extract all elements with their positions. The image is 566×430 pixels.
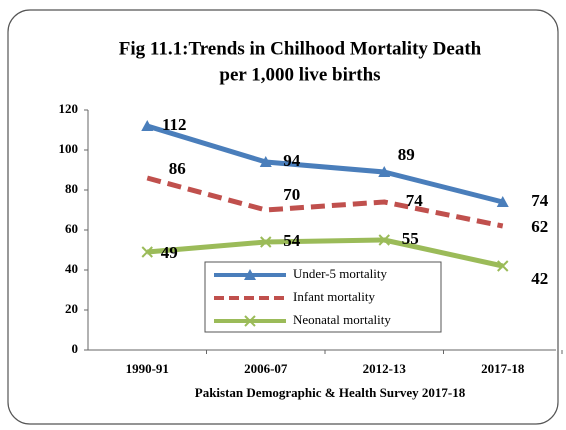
series-line [147, 237, 504, 269]
marker [260, 236, 272, 248]
data-label: 54 [283, 231, 301, 250]
data-label: 112 [162, 115, 187, 134]
legend-label: Neonatal mortality [293, 312, 391, 327]
data-label: 86 [169, 159, 186, 178]
marker [259, 156, 272, 167]
data-label: 62 [531, 217, 548, 236]
marker [141, 120, 154, 131]
marker [496, 196, 509, 207]
y-tick-label: 20 [65, 301, 78, 316]
y-tick-label: 120 [59, 101, 79, 116]
data-label: 89 [398, 145, 415, 164]
data-label: 55 [402, 229, 419, 248]
y-tick-label: 100 [59, 141, 79, 156]
y-tick-label: 80 [65, 181, 78, 196]
legend-label: Under-5 mortality [293, 266, 387, 281]
series-line [146, 175, 504, 229]
marker [378, 166, 391, 177]
data-label: 70 [283, 185, 300, 204]
x-tick-label: 2017-18 [481, 361, 525, 376]
y-tick-label: 60 [65, 221, 78, 236]
data-label: 94 [283, 151, 301, 170]
x-tick-label: 2006-07 [244, 361, 288, 376]
x-axis-label: Pakistan Demographic & Health Survey 201… [195, 385, 466, 400]
data-label: 49 [161, 243, 178, 262]
data-label: 74 [531, 191, 549, 210]
marker [141, 246, 153, 258]
y-tick-label: 0 [72, 341, 79, 356]
x-tick-label: 1990-91 [126, 361, 169, 376]
chart-subtitle: per 1,000 live births [219, 64, 380, 85]
legend-label: Infant mortality [293, 289, 375, 304]
marker [497, 260, 509, 272]
data-label: 42 [531, 269, 548, 288]
series-line [146, 123, 504, 205]
data-label: 74 [406, 191, 424, 210]
y-tick-label: 40 [65, 261, 78, 276]
marker [244, 269, 256, 280]
x-tick-label: 2012-13 [363, 361, 407, 376]
chart-title: Fig 11.1:Trends in Chilhood Mortality De… [119, 38, 482, 59]
marker [378, 234, 390, 246]
marker [244, 315, 256, 327]
